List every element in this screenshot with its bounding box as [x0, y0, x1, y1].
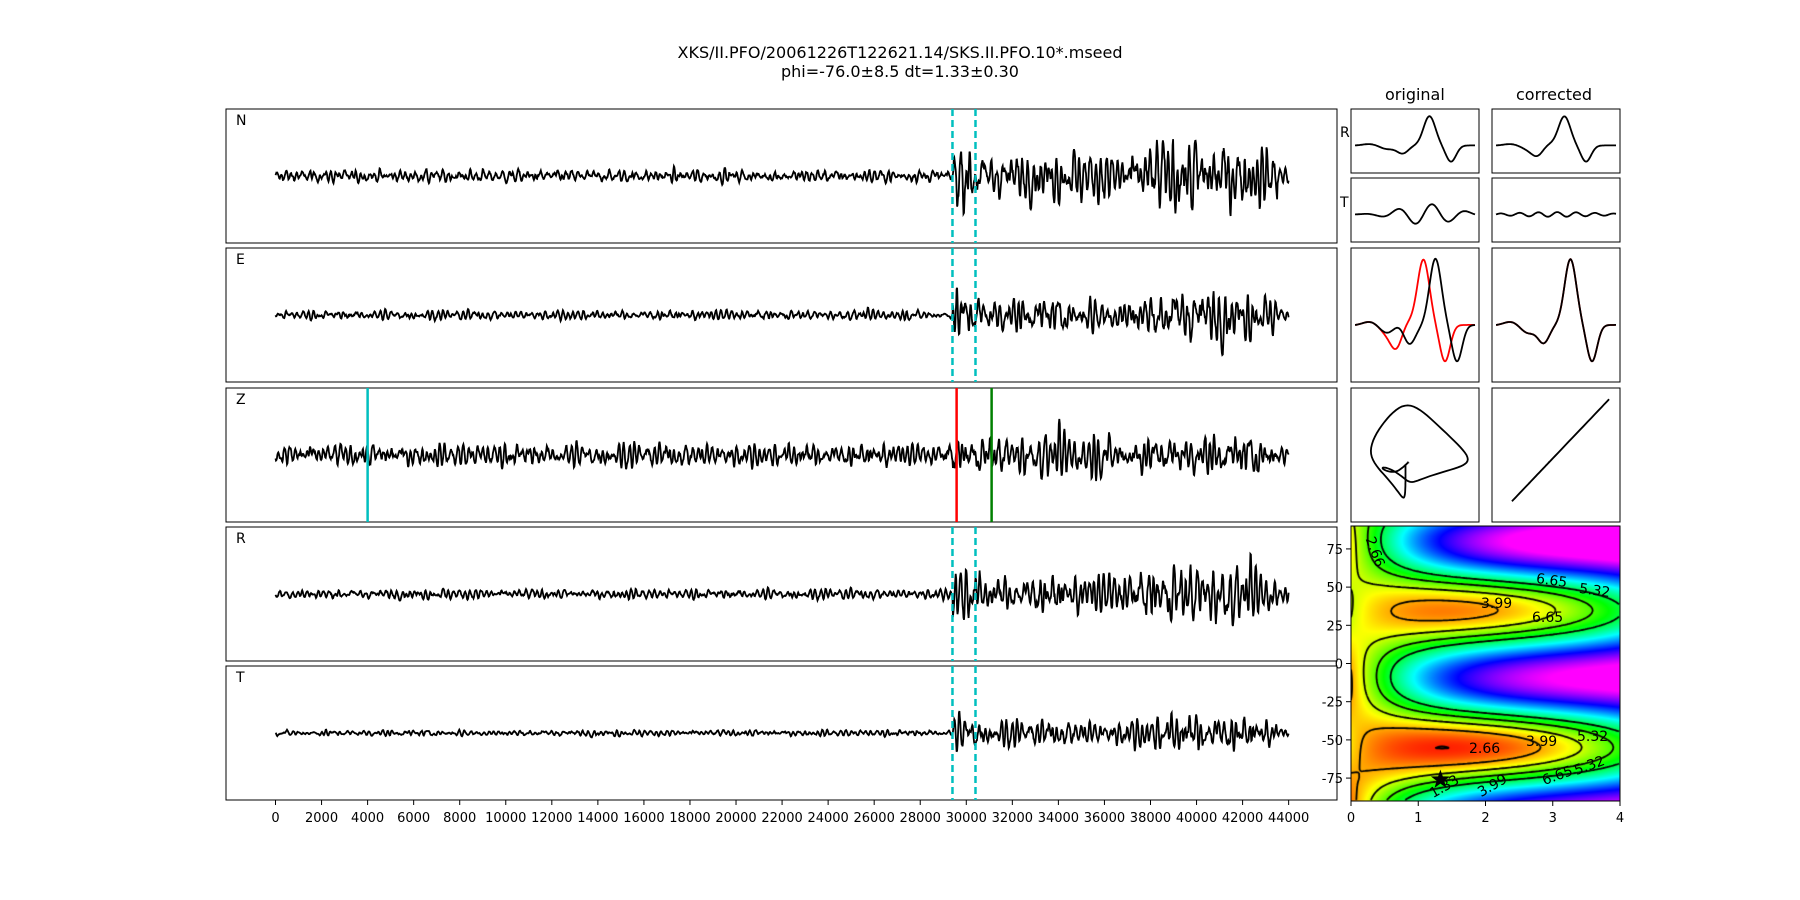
waveform-N	[274, 139, 1290, 218]
trace-panel-N	[225, 108, 1338, 244]
original-radial-waveform	[1355, 115, 1475, 163]
waveform-E	[274, 287, 1290, 357]
contour-label: 3.99	[1526, 734, 1558, 750]
phi-tick-label: 0	[1335, 658, 1343, 673]
original-transverse-waveform	[1355, 203, 1476, 225]
original-particle-motion	[1369, 404, 1469, 499]
corrected-panel-2	[1491, 247, 1621, 383]
corrected-panel-0	[1491, 108, 1621, 174]
label-E: E	[236, 252, 245, 268]
x-tick-label: 22000	[761, 811, 802, 826]
label-T: T	[236, 670, 245, 686]
original-panel-2	[1350, 247, 1480, 383]
waveform-Z	[274, 418, 1290, 482]
phi-tick-label: 75	[1326, 543, 1343, 558]
original-fast-component	[1355, 258, 1475, 363]
x-tick-label: 26000	[853, 811, 894, 826]
dt-tick-label: 1	[1414, 811, 1422, 826]
contour-label: 5.32	[1577, 729, 1609, 745]
label-N: N	[236, 113, 247, 129]
x-tick-label: 24000	[807, 811, 848, 826]
corrected-column-title: corrected	[1516, 85, 1593, 104]
original-panel-1	[1350, 177, 1480, 243]
x-tick-label: 18000	[669, 811, 710, 826]
trace-panel-R	[225, 526, 1338, 662]
x-tick-label: 34000	[1038, 811, 1079, 826]
trace-panel-E	[225, 247, 1338, 383]
x-tick-label: 6000	[397, 811, 430, 826]
contour-label: 2.66	[1469, 741, 1501, 757]
corrected-slow-component	[1496, 258, 1616, 363]
phi-tick-label: 50	[1326, 581, 1343, 596]
small-label-R: R	[1340, 125, 1350, 141]
figure-title: XKS/II.PFO/20061226T122621.14/SKS.II.PFO…	[677, 43, 1123, 62]
original-column-title: original	[1385, 85, 1445, 104]
label-R: R	[236, 531, 246, 547]
dt-tick-label: 0	[1347, 811, 1355, 826]
corrected-transverse-waveform	[1495, 211, 1617, 218]
x-tick-label: 42000	[1222, 811, 1263, 826]
x-tick-label: 30000	[946, 811, 987, 826]
x-tick-label: 14000	[577, 811, 618, 826]
x-tick-label: 16000	[623, 811, 664, 826]
grid-search-heatmap	[1351, 526, 1620, 801]
phi-tick-label: -75	[1322, 772, 1343, 787]
contour-label: 6.65	[1532, 610, 1564, 626]
x-tick-label: 2000	[305, 811, 338, 826]
x-tick-label: 28000	[900, 811, 941, 826]
corrected-panel-1	[1491, 177, 1621, 243]
small-label-T: T	[1340, 195, 1349, 211]
trace-panel-T	[225, 665, 1338, 801]
best-fit-star-marker	[1430, 769, 1450, 788]
original-panel-0	[1350, 108, 1480, 174]
x-tick-label: 8000	[443, 811, 476, 826]
x-tick-label: 40000	[1176, 811, 1217, 826]
corrected-particle-motion	[1511, 398, 1610, 502]
original-slow-component	[1355, 257, 1476, 363]
waveform-R	[274, 551, 1290, 627]
label-Z: Z	[236, 392, 246, 408]
trace-panel-Z	[225, 387, 1338, 523]
original-panel-3	[1350, 387, 1480, 523]
corrected-panel-3	[1491, 387, 1621, 523]
phi-tick-label: -25	[1322, 696, 1343, 711]
x-tick-label: 20000	[715, 811, 756, 826]
x-tick-label: 4000	[351, 811, 384, 826]
x-tick-label: 36000	[1084, 811, 1125, 826]
phi-tick-label: -50	[1322, 734, 1343, 749]
x-tick-label: 12000	[531, 811, 572, 826]
phi-tick-label: 25	[1326, 619, 1343, 634]
x-tick-label: 44000	[1268, 811, 1309, 826]
corrected-radial-waveform	[1496, 115, 1616, 163]
contour-label: 3.99	[1481, 596, 1513, 612]
dt-tick-label: 4	[1616, 811, 1624, 826]
waveform-T	[274, 709, 1290, 753]
figure-subtitle: phi=-76.0±8.5 dt=1.33±0.30	[781, 62, 1019, 81]
dt-tick-label: 3	[1549, 811, 1557, 826]
dt-tick-label: 2	[1481, 811, 1489, 826]
x-tick-label: 0	[271, 811, 279, 826]
x-tick-label: 10000	[485, 811, 526, 826]
x-tick-label: 32000	[992, 811, 1033, 826]
x-tick-label: 38000	[1130, 811, 1171, 826]
